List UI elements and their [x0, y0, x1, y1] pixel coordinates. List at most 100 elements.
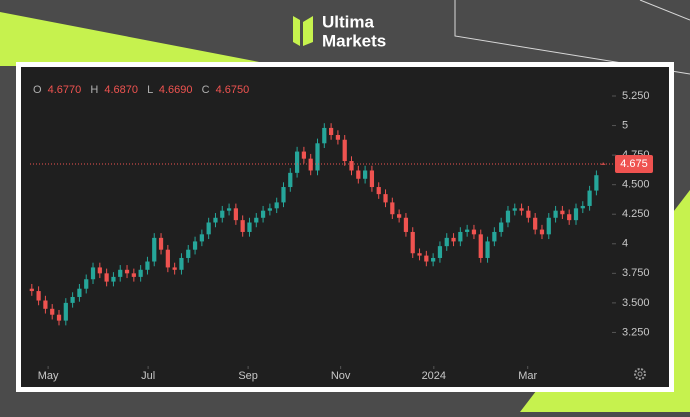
gear[interactable] [634, 368, 646, 380]
candle-body [471, 229, 477, 235]
candle-body [376, 187, 381, 195]
y-tick-label: 3.750 [622, 267, 650, 279]
price-label: 4.675 [620, 158, 648, 170]
candle-body [485, 241, 490, 258]
candle-body [43, 300, 48, 309]
candle-body [247, 222, 252, 232]
x-tick-label: Sep [238, 370, 258, 382]
brand-line1: Ultima [322, 12, 375, 31]
x-tick-label: May [38, 370, 59, 382]
candle-body [403, 217, 409, 232]
candle-body [492, 231, 497, 242]
candle-body [118, 269, 123, 277]
candle-body [594, 175, 599, 191]
candle-body [410, 231, 415, 254]
candle-body [267, 208, 272, 211]
y-tick-label: 3.250 [622, 326, 650, 338]
candle-body [444, 237, 449, 247]
ohlc-key: C [202, 84, 210, 96]
candle-body [431, 257, 436, 262]
candle-body [383, 194, 388, 203]
candle-body [560, 210, 565, 215]
x-tick-label: Nov [331, 370, 351, 382]
candle-body [349, 161, 354, 171]
deco-line [639, 0, 690, 21]
candle-body [56, 314, 62, 321]
y-tick-label: 3.500 [622, 297, 650, 309]
candle-body [226, 208, 232, 211]
candle-body [70, 296, 75, 303]
settings-icon[interactable] [634, 368, 646, 380]
candle-body [363, 170, 368, 179]
candle-body [539, 229, 545, 235]
candle-body [519, 208, 524, 211]
candle-body [546, 217, 551, 235]
candle-body [369, 170, 375, 188]
candle-body [322, 127, 327, 144]
accent-top [0, 12, 280, 66]
candle-body [131, 273, 136, 277]
candle-body [145, 261, 150, 270]
candle-body [451, 237, 456, 242]
candle-body [526, 210, 531, 218]
candle-body [315, 143, 320, 171]
ohlc-key: L [147, 84, 153, 96]
candle-body [505, 210, 511, 223]
price-label-box [615, 154, 653, 173]
candle-body [199, 234, 204, 242]
candle-body [179, 257, 184, 270]
candle-body [281, 187, 286, 203]
candle-body [104, 273, 109, 282]
y-tick-label: 5.250 [622, 90, 650, 102]
candle-body [63, 302, 68, 321]
candle-body [533, 217, 538, 230]
logo-mark [303, 16, 313, 46]
candle-body [499, 222, 504, 232]
candle-body [328, 127, 334, 136]
candle-body [567, 214, 572, 221]
y-tick-label: 4 [622, 238, 628, 250]
y-tick-label: 4.250 [622, 208, 650, 220]
candle-body [587, 190, 592, 206]
candle-body [220, 210, 225, 218]
candle-body [186, 249, 191, 258]
candle-body [288, 172, 293, 188]
candle-body [152, 237, 157, 262]
y-tick-label: 4.500 [622, 179, 650, 191]
candle-body [84, 279, 89, 289]
candle-body [240, 220, 245, 232]
ohlc-value: 4.6770 [48, 84, 82, 96]
candle-body [254, 217, 259, 223]
candle-body [390, 202, 395, 215]
logo-mark [293, 16, 300, 46]
candle-body [301, 151, 307, 159]
x-tick-label: Mar [518, 370, 537, 382]
x-tick-label: 2024 [422, 370, 446, 382]
candle-body [356, 170, 361, 179]
candle-body [50, 308, 55, 315]
candle-body [437, 246, 443, 258]
candle-body [274, 202, 279, 209]
candle-body [260, 210, 266, 218]
candle-body [138, 269, 143, 277]
candle-body [465, 229, 470, 232]
candle-body [424, 255, 429, 262]
ohlc-value: 4.6690 [159, 84, 193, 96]
candle-body [213, 217, 218, 223]
candle-body [158, 237, 164, 250]
candle-body [172, 267, 177, 270]
gear-hub[interactable] [637, 371, 643, 377]
candle-body [97, 267, 102, 274]
candle-body [29, 288, 34, 292]
candle-body [478, 234, 483, 258]
candle-body [206, 222, 211, 235]
candle-body [77, 288, 82, 297]
x-tick-label: Jul [141, 370, 155, 382]
deco-line [454, 0, 690, 75]
candle-body [90, 267, 96, 280]
candle-body [192, 241, 198, 250]
ohlc-value: 4.6750 [216, 84, 250, 96]
candle-body [111, 276, 116, 282]
